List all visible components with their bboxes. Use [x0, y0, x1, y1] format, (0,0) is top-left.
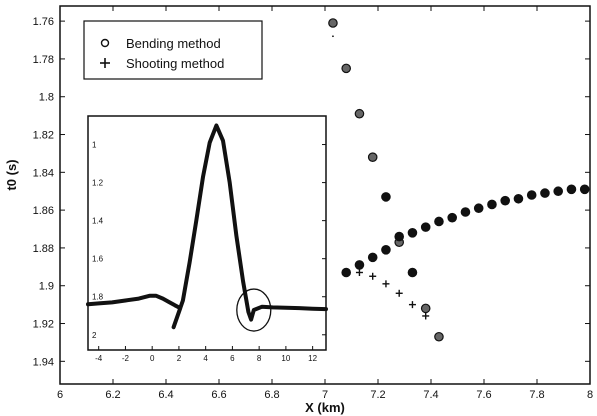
legend-label-bending: Bending method [126, 36, 221, 51]
x-tick-label: 6.8 [264, 389, 279, 401]
bending-point [513, 193, 524, 204]
y-tick-label: 1.9 [39, 281, 54, 293]
bending-point [394, 231, 404, 242]
bending-point [447, 212, 457, 223]
bending-point [434, 331, 444, 342]
bending-point [420, 303, 431, 314]
inset-y-tick-label: 1 [92, 141, 97, 150]
bending-point [540, 188, 550, 198]
y-tick-label: 1.94 [33, 356, 54, 368]
inset-x-tick-label: -2 [122, 354, 130, 363]
inset-x-tick-label: 4 [203, 354, 208, 363]
main-data-points [328, 18, 590, 342]
legend-marker-shooting [100, 58, 110, 68]
bending-point [367, 252, 378, 263]
x-tick-label: 6.4 [158, 389, 173, 401]
inset-plot: -4 -2 0 2 4 6 8 10 12 1 1.2 1.4 1.6 1.8 2 [86, 115, 328, 363]
shooting-point [332, 35, 334, 38]
inset-x-tick-label: 8 [257, 354, 262, 363]
bending-point [487, 199, 497, 210]
shooting-point [422, 312, 430, 320]
inset-x-tick-label: 0 [150, 354, 155, 363]
bending-point [381, 245, 391, 255]
legend-marker-bending [100, 38, 110, 48]
x-tick-label: 7.2 [370, 389, 385, 401]
x-tick-label: 6.6 [211, 389, 226, 401]
bending-point [341, 63, 351, 74]
inset-curve [86, 123, 328, 330]
x-tick-label: 8 [587, 389, 593, 401]
bending-point [407, 228, 418, 238]
x-tick-label: 7 [322, 389, 328, 401]
shooting-point [395, 289, 403, 297]
inset-y-tick-label: 1.6 [92, 255, 104, 264]
inset-highlight-circle [236, 288, 272, 332]
x-tick-label: 7.4 [423, 389, 438, 401]
legend-box [83, 20, 263, 80]
x-tick-label: 7.8 [529, 389, 544, 401]
y-tick-label: 1.8 [39, 92, 54, 104]
shooting-point [355, 268, 363, 276]
bending-point [407, 267, 418, 278]
x-axis-label: X (km) [305, 400, 345, 415]
inset-y-tick-label: 1.4 [92, 217, 104, 226]
bending-point [526, 190, 537, 200]
y-tick-label: 1.78 [33, 54, 54, 66]
shooting-point [408, 301, 416, 309]
inset-x-tick-label: 12 [308, 354, 317, 363]
bending-point [473, 203, 484, 214]
bending-point [579, 184, 590, 195]
bending-point [354, 260, 365, 270]
y-axis-label: t0 (s) [4, 159, 19, 190]
bending-point [381, 192, 391, 202]
bending-point [367, 152, 378, 162]
inset-x-tick-label: 2 [177, 354, 182, 363]
bending-point [553, 186, 563, 197]
inset-x-tick-label: -4 [95, 354, 103, 363]
y-tick-label: 1.84 [33, 167, 54, 179]
inset-x-tick-label: 10 [281, 354, 290, 363]
bending-point [434, 216, 444, 227]
bending-point [500, 195, 510, 206]
legend-label-shooting: Shooting method [126, 56, 224, 71]
inset-x-tick-label: 6 [230, 354, 235, 363]
main-axes-ticks: 6 6.2 6.4 6.6 6.8 7 7.2 7.4 7.6 7.8 8 1.76 1.78 1.8 1.… [33, 6, 593, 401]
inset-y-tick-label: 1.2 [92, 179, 104, 188]
x-tick-label: 6 [57, 389, 63, 401]
legend: Bending method Shooting method [83, 20, 263, 80]
bending-point [420, 222, 431, 232]
x-tick-label: 7.6 [476, 389, 491, 401]
shooting-point [369, 272, 377, 280]
x-tick-label: 6.2 [105, 389, 120, 401]
bending-point [354, 108, 365, 119]
inset-y-tick-label: 1.8 [92, 293, 104, 302]
y-tick-label: 1.82 [33, 130, 54, 142]
shooting-point [382, 280, 390, 288]
bending-point [566, 184, 577, 195]
bending-point [460, 207, 471, 217]
bending-point [341, 267, 351, 278]
y-tick-label: 1.92 [33, 319, 54, 331]
bending-point [328, 18, 338, 28]
y-tick-label: 1.76 [33, 16, 54, 28]
y-tick-label: 1.86 [33, 205, 54, 217]
inset-axes-ticks: -4 -2 0 2 4 6 8 10 12 1 1.2 1.4 1.6 1.8 2 [92, 141, 326, 363]
inset-y-tick-label: 2 [92, 331, 97, 340]
y-tick-label: 1.88 [33, 243, 54, 255]
